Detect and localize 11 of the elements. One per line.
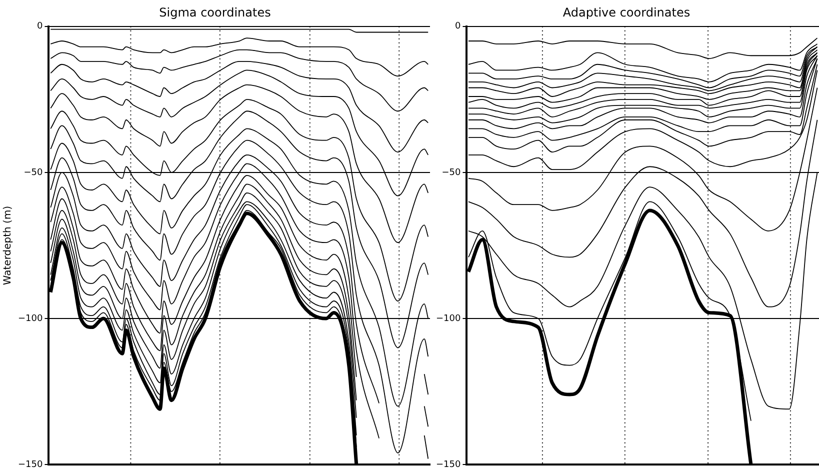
y-tick-label: −150 [436,460,461,470]
y-tick-label: 0 [454,22,461,32]
y-tick-label: −150 [18,460,43,470]
y-axis-title: Waterdepth (m) [2,206,14,286]
y-tick-label: −100 [18,314,43,324]
y-tick-label: −100 [436,314,461,324]
y-tick-label: −50 [442,168,461,178]
y-tick-label: 0 [36,22,43,32]
chart-title: Adaptive coordinates [562,5,690,20]
y-tick-label: −50 [24,168,43,178]
chart-title: Sigma coordinates [159,5,271,20]
